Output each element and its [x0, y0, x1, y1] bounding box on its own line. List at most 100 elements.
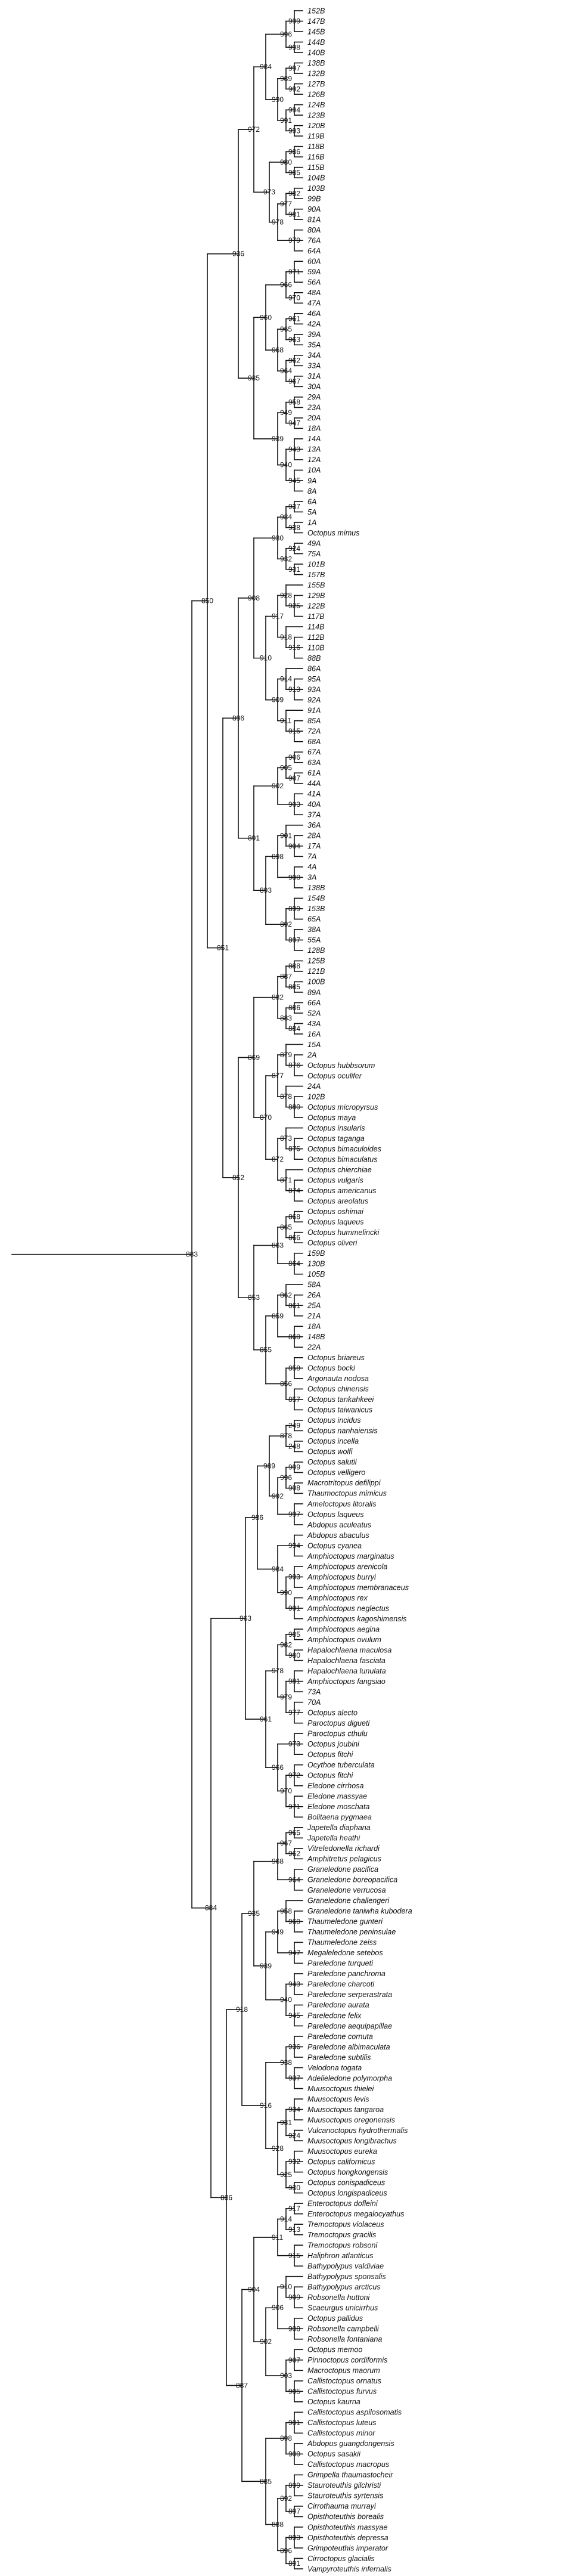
leaf-label: Enteroctopus megalocyathus — [307, 2210, 405, 2218]
leaf-label: 2A — [307, 1051, 316, 1059]
leaf-label: Muusoctopus eureka — [307, 2147, 377, 2156]
leaf-label: Octopus oshimai — [307, 1208, 364, 1216]
leaf-label: Octopus fitchi — [307, 1751, 353, 1759]
leaf-label: 39A — [307, 330, 321, 339]
leaf-label: 34A — [307, 351, 321, 360]
leaf-label: Octopus oculifer — [307, 1072, 362, 1080]
leaf-label: 75A — [307, 550, 321, 558]
leaf-label: Octopus laqueus — [307, 1510, 364, 1519]
leaf-label: Eledone massyae — [307, 1792, 367, 1801]
leaf-label: 30A — [307, 383, 321, 391]
leaf-label: Cirroctopus glacialis — [307, 2555, 375, 2563]
leaf-label: 43A — [307, 1020, 321, 1028]
leaf-label: 72A — [307, 727, 321, 736]
leaf-label: 52A — [307, 1009, 321, 1017]
leaf-label: 114B — [307, 623, 324, 631]
leaf-label: 76A — [307, 237, 321, 245]
leaf-label: Graneledone pacifica — [307, 1865, 378, 1874]
leaf-label: 159B — [307, 1249, 325, 1258]
leaf-label: 13A — [307, 445, 321, 454]
leaf-label: Octopus americanus — [307, 1187, 377, 1195]
leaf-label: Pareledone cornuta — [307, 2032, 373, 2041]
leaf-label: 122B — [307, 602, 325, 610]
leaf-label: 138B — [307, 59, 325, 67]
leaf-label: Octopus bimaculoides — [307, 1145, 382, 1153]
leaf-label: Ocythoe tuberculata — [307, 1761, 375, 1769]
leaf-label: Octopus insularis — [307, 1124, 365, 1132]
leaf-label: 100B — [307, 978, 325, 986]
leaf-label: Grimpoteuthis imperator — [307, 2544, 388, 2552]
leaf-label: 16A — [307, 1030, 321, 1038]
leaf-label: Octopus taiwanicus — [307, 1406, 373, 1414]
leaf-label: Hapalochlaena lunulata — [307, 1667, 386, 1675]
leaf-label: 127B — [307, 80, 325, 88]
leaf-label: Muusoctopus levis — [307, 2095, 369, 2103]
leaf-label: 3A — [307, 874, 316, 882]
leaf-label: Pareledone panchroma — [307, 1970, 386, 1978]
leaf-label: Bathypolypus sponsalis — [307, 2272, 386, 2281]
leaf-label: Eledone moschata — [307, 1803, 369, 1811]
leaf-label: Octopus sasakii — [307, 2450, 361, 2459]
leaf-label: Callistoctopus ornatus — [307, 2377, 382, 2385]
leaf-label: Octopus tagangа — [307, 1134, 365, 1143]
leaf-label: 86A — [307, 664, 321, 673]
leaf-label: Pareledone turqueti — [307, 1959, 374, 1968]
leaf-label: Octopus alecto — [307, 1708, 358, 1717]
leaf-label: 25A — [307, 1302, 321, 1310]
leaf-label: Octopus oliveri — [307, 1239, 358, 1247]
leaf-label: Amphioctopus arenicola — [307, 1562, 387, 1571]
leaf-label: 21A — [307, 1312, 321, 1320]
leaf-label: 22A — [307, 1343, 321, 1352]
leaf-label: 47A — [307, 299, 321, 308]
leaf-label: 17A — [307, 842, 321, 850]
leaf-label: Octopus memoo — [307, 2346, 362, 2354]
leaf-label: 157B — [307, 571, 325, 579]
leaf-label: 153B — [307, 905, 325, 913]
leaf-label: Octopus laqueus — [307, 1218, 364, 1226]
leaf-label: Octopus longispadiceus — [307, 2189, 387, 2197]
leaf-label: 37A — [307, 811, 321, 819]
leaf-label: 91A — [307, 706, 321, 714]
leaf-label: Robsonella campbelli — [307, 2325, 380, 2333]
leaf-label: Haliphron atlanticus — [307, 2252, 374, 2260]
leaf-label: Amphioctopus rex — [307, 1594, 368, 1602]
leaf-label: 85A — [307, 717, 321, 725]
leaf-label: Bathypolypus arcticus — [307, 2283, 381, 2292]
leaf-label: 102B — [307, 1092, 325, 1101]
leaf-label: 35A — [307, 341, 321, 349]
leaf-label: Opisthoteuthis depressa — [307, 2534, 388, 2542]
leaf-label: Pareledone serperastrata — [307, 1990, 392, 1999]
leaf-label: Octopus fitchi — [307, 1772, 353, 1780]
leaf-label: 148B — [307, 1333, 325, 1341]
leaf-label: 12A — [307, 456, 321, 464]
leaf-label: Octopus bimaculatus — [307, 1155, 378, 1163]
leaf-label: 104B — [307, 174, 325, 182]
leaf-label: 93A — [307, 685, 321, 693]
leaf-label: 70A — [307, 1698, 321, 1707]
leaf-label: Opisthoteuthis borealis — [307, 2513, 384, 2521]
leaf-label: Amphioctopus membranaceus — [307, 1583, 409, 1592]
leaf-label: Octopus wolfi — [307, 1448, 353, 1456]
leaf-label: 41A — [307, 790, 321, 798]
leaf-label: Cirrothauma murrayi — [307, 2502, 377, 2510]
leaf-label: 40A — [307, 800, 321, 809]
leaf-label: Octopus hongkongensis — [307, 2168, 388, 2176]
leaf-label: 152B — [307, 7, 325, 15]
leaf-label: 118B — [307, 143, 324, 151]
leaf-label: Macrotritopus defilippi — [307, 1479, 381, 1487]
leaf-label: 48A — [307, 289, 321, 297]
leaf-label: 58A — [307, 1281, 321, 1289]
leaf-label: 119B — [307, 132, 324, 140]
leaf-label: 115B — [307, 163, 324, 172]
leaf-label: Callistoctopus minor — [307, 2429, 375, 2438]
leaf-label: 29A — [307, 393, 321, 401]
leaf-label: Octopus incella — [307, 1437, 359, 1445]
leaf-label: 66A — [307, 999, 321, 1007]
leaf-label: Hapalochlaena maculosa — [307, 1646, 391, 1654]
leaf-label: Muusoctopus longibrachus — [307, 2137, 397, 2145]
leaf-label: Octopus conispadiceus — [307, 2178, 386, 2187]
leaf-label: 55A — [307, 936, 321, 945]
leaf-label: Octopus hummelincki — [307, 1228, 380, 1237]
leaf-label: Robsonella huttoni — [307, 2293, 371, 2302]
